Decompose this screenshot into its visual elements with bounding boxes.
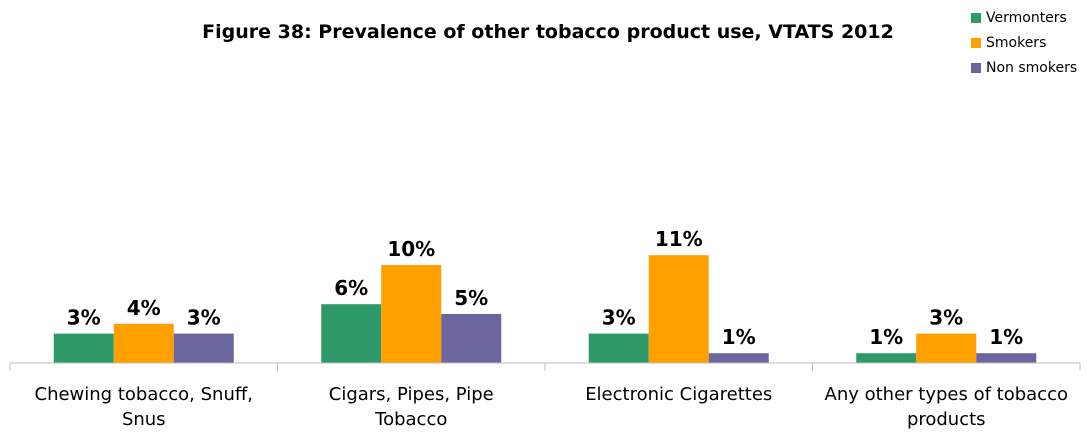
bar-smokers xyxy=(648,255,709,363)
bar-non-smokers xyxy=(173,333,234,363)
category-label: products xyxy=(907,409,986,430)
legend: Vermonters Smokers Non smokers xyxy=(971,10,1077,76)
legend-swatch xyxy=(971,13,981,23)
data-label: 3% xyxy=(602,306,636,330)
legend-swatch xyxy=(971,38,981,48)
data-label: 1% xyxy=(722,325,756,349)
data-label: 3% xyxy=(67,306,101,330)
data-label: 10% xyxy=(387,237,435,261)
data-label: 4% xyxy=(127,296,161,320)
x-axis-ticks xyxy=(9,363,1081,371)
bar-vermonters xyxy=(53,333,114,363)
data-label: 5% xyxy=(454,286,488,310)
bar-vermonters xyxy=(588,333,649,363)
legend-label: Non smokers xyxy=(986,60,1077,76)
category-label: Snus xyxy=(122,409,166,430)
data-label: 11% xyxy=(655,227,703,251)
category-label: Electronic Cigarettes xyxy=(585,384,772,405)
bar-vermonters xyxy=(321,304,382,363)
legend-label: Smokers xyxy=(986,35,1046,51)
bar-smokers xyxy=(916,333,977,363)
data-label: 1% xyxy=(869,325,903,349)
bar-non-smokers xyxy=(708,353,769,363)
data-label: 3% xyxy=(929,306,963,330)
category-label: Cigars, Pipes, Pipe xyxy=(329,384,494,405)
bar-non-smokers xyxy=(976,353,1037,363)
bar-vermonters xyxy=(856,353,917,363)
data-label: 1% xyxy=(989,325,1023,349)
category-label: Tobacco xyxy=(374,409,447,430)
legend-label: Vermonters xyxy=(986,10,1067,26)
data-label: 6% xyxy=(334,276,368,300)
category-labels: Chewing tobacco, Snuff, Snus Cigars, Pipes… xyxy=(35,384,1068,430)
legend-swatch xyxy=(971,63,981,73)
bar-smokers xyxy=(113,323,174,363)
category-label: Chewing tobacco, Snuff, xyxy=(35,384,253,405)
bar-smokers xyxy=(381,265,442,363)
bar-non-smokers xyxy=(441,314,502,363)
data-label: 3% xyxy=(187,306,221,330)
category-label: Any other types of tobacco xyxy=(825,384,1068,405)
bars xyxy=(53,255,1037,363)
value-labels: 3% 4% 3% 6% 10% 5% 3% 11% 1% 1% 3% 1% xyxy=(67,227,1023,349)
chart-title: Figure 38: Prevalence of other tobacco p… xyxy=(202,21,894,43)
